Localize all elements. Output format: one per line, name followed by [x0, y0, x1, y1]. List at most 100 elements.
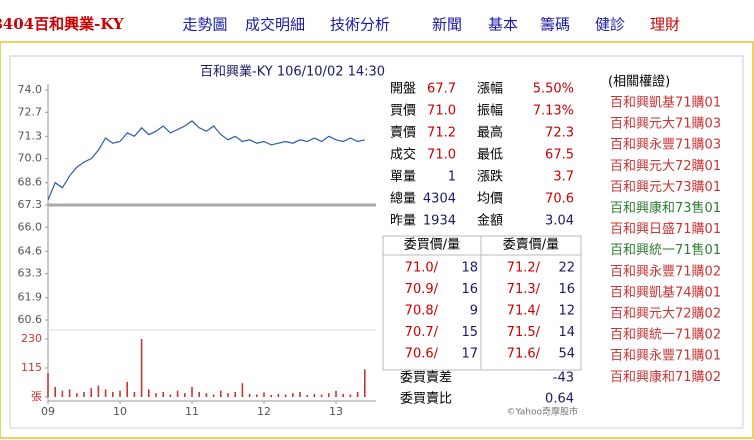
warrant-link[interactable]: 百和興統一71售01: [610, 242, 721, 258]
quote-value: 5.50%: [533, 82, 574, 97]
volume-bar: [90, 388, 92, 397]
volume-bar: [248, 393, 251, 397]
volume-bar: [68, 389, 71, 397]
volume-bar: [306, 394, 308, 397]
summary-value: 0.64: [545, 392, 574, 407]
credit: ©Yahoo奇摩股市: [507, 406, 579, 418]
quote-label: 振幅: [477, 104, 503, 119]
y-tick-label: 67.3: [18, 198, 43, 211]
orderbook-header: 委買價/量: [404, 238, 460, 253]
nav-link[interactable]: 健診: [595, 16, 625, 34]
warrant-link[interactable]: 百和興永豐71購02: [610, 264, 721, 279]
volume-bar: [104, 389, 107, 397]
volume-bar: [126, 381, 128, 397]
volume-bar: [83, 391, 85, 397]
y-tick-label: 70.0: [18, 152, 43, 165]
volume-bar: [263, 392, 265, 397]
volume-bar: [227, 393, 229, 397]
warrant-link[interactable]: 百和興統一71購02: [610, 328, 721, 343]
quote-value: 72.3: [545, 126, 574, 141]
volume-bar: [54, 386, 56, 397]
quote-label: 賣價: [390, 126, 416, 141]
ask-qty: 12: [558, 304, 575, 319]
bid-price: 70.6/: [405, 347, 439, 362]
ask-qty: 22: [558, 261, 575, 276]
volume-bar: [112, 391, 114, 397]
warrant-link[interactable]: 百和興永豐71購01: [610, 349, 721, 364]
y-tick-label: 64.6: [18, 244, 43, 257]
nav-link[interactable]: 技術分析: [330, 16, 390, 34]
summary-label: 委買賣比: [400, 392, 452, 407]
quote-label: 單量: [390, 170, 416, 185]
warrant-link[interactable]: 百和興凱基74購01: [610, 285, 721, 300]
ask-price: 71.2/: [507, 261, 541, 276]
volume-bar: [184, 393, 186, 397]
frame: [0, 41, 754, 439]
quote-label: 買價: [390, 104, 416, 119]
nav-link[interactable]: 籌碼: [540, 16, 570, 34]
quote-value: 70.6: [545, 192, 574, 207]
volume-bar: [256, 394, 258, 397]
y-tick-label: 71.3: [18, 129, 43, 142]
quote-value: 71.0: [427, 104, 456, 119]
bid-price: 70.7/: [405, 325, 439, 340]
nav-link[interactable]: 理財: [650, 16, 680, 34]
price-line: [47, 120, 365, 201]
quote-value: 3.04: [545, 214, 574, 229]
warrant-link[interactable]: 百和興康和71購02: [610, 369, 721, 385]
volume-tick-label: 張: [31, 390, 42, 403]
nav-link[interactable]: 新聞: [432, 16, 462, 34]
quote-value: 7.13%: [533, 104, 574, 119]
warrant-link[interactable]: 百和興康和73售01: [610, 200, 721, 216]
warrant-link[interactable]: 百和興日盛71購01: [610, 222, 721, 237]
stock-title: 8404百和興業-KY: [0, 15, 124, 33]
panel: [9, 55, 744, 429]
nav-link[interactable]: 基本: [488, 16, 518, 34]
warrant-link[interactable]: 百和興凱基71購01: [610, 96, 721, 111]
volume-bar: [299, 391, 301, 397]
ask-qty: 14: [558, 325, 575, 340]
y-tick-label: 60.6: [18, 313, 43, 326]
warrant-link[interactable]: 百和興元大72購01: [610, 159, 721, 174]
y-tick-label: 61.9: [18, 291, 43, 304]
x-tick-label: 11: [185, 405, 199, 418]
x-tick-label: 09: [41, 405, 55, 418]
summary-label: 委買賣差: [400, 371, 452, 386]
quote-label: 總量: [390, 191, 416, 207]
ask-qty: 16: [558, 282, 575, 297]
volume-bar: [198, 391, 200, 397]
warrant-link[interactable]: 百和興元大72購02: [610, 307, 721, 322]
warrant-link[interactable]: 百和興元大73購01: [610, 180, 721, 195]
x-tick-label: 10: [113, 405, 127, 418]
quote-label: 漲跌: [477, 169, 503, 185]
quote-value: 71.0: [427, 148, 456, 163]
volume-bar: [191, 386, 193, 397]
nav-link[interactable]: 走勢圖: [182, 16, 227, 34]
volume-bar: [119, 390, 121, 397]
volume-bar: [162, 391, 164, 397]
quote-value: 1934: [423, 214, 456, 229]
warrant-link[interactable]: 百和興元大71購03: [610, 117, 721, 132]
volume-bar: [169, 394, 172, 397]
bid-price: 71.0/: [405, 261, 439, 276]
y-tick-label: 72.7: [18, 105, 43, 118]
nav-link[interactable]: 成交明細: [245, 16, 305, 34]
volume-bar: [61, 390, 64, 397]
quote-value: 1: [448, 170, 456, 185]
quote-label: 均價: [477, 192, 503, 207]
volume-bar: [212, 394, 215, 397]
volume-bar: [47, 373, 49, 397]
volume-bar: [320, 394, 323, 397]
volume-bar: [76, 393, 78, 397]
volume-bar: [148, 389, 150, 397]
volume-tick-label: 230: [21, 332, 42, 345]
warrant-link[interactable]: 百和興永豐71購03: [610, 138, 721, 153]
quote-value: 71.2: [427, 126, 456, 141]
volume-bar: [97, 385, 100, 397]
volume-bar: [220, 390, 222, 397]
volume-bar: [349, 394, 352, 397]
volume-tick-label: 115: [21, 361, 42, 374]
volume-bar: [140, 339, 143, 397]
volume-bar: [234, 391, 236, 397]
